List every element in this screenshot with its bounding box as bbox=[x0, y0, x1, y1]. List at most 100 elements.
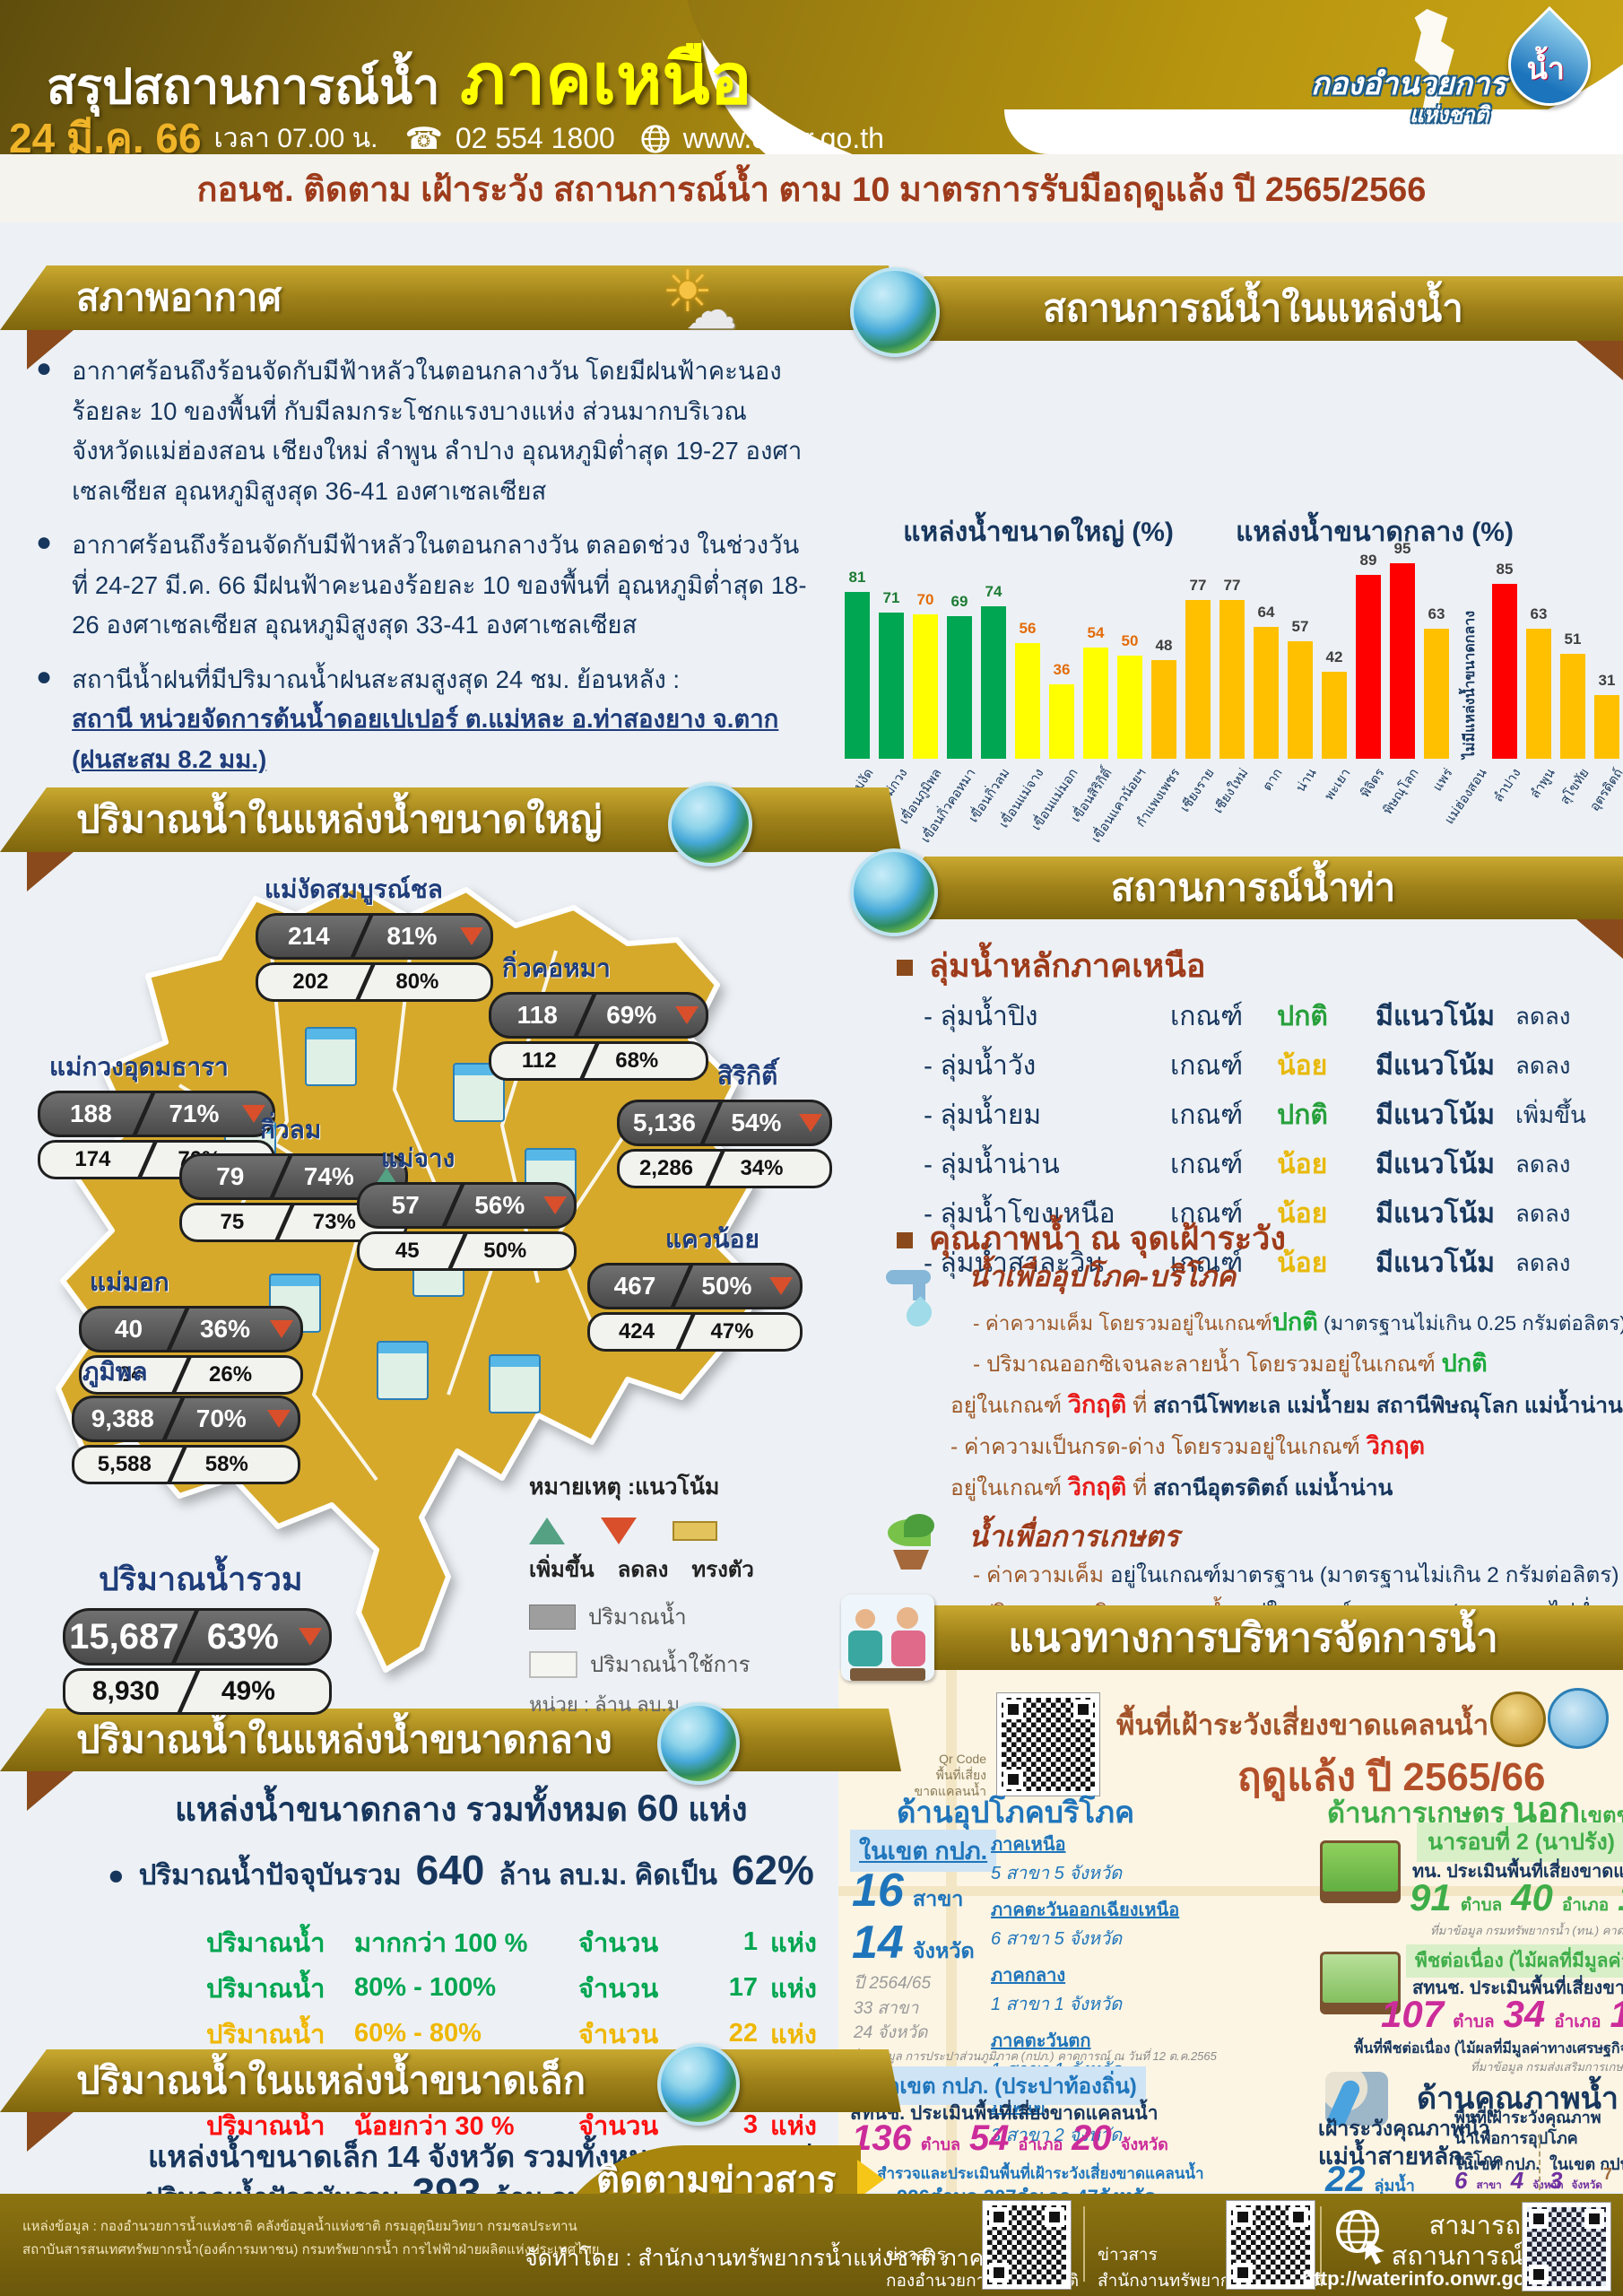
basin-trend: เพิ่มขึ้น bbox=[1515, 1101, 1586, 1128]
medium-current: ● ปริมาณน้ำปัจจุบันรวม 640 ล้าน ลบ.ม. คิ… bbox=[108, 1847, 814, 1893]
dam-name: สิริกิติ์ bbox=[717, 1062, 778, 1090]
bar-rect bbox=[1288, 640, 1313, 759]
dam-volume: 40 bbox=[114, 1315, 143, 1343]
basin-trend: ลดลง bbox=[1515, 1151, 1571, 1178]
bar-value-label: 63 bbox=[1530, 605, 1548, 623]
level-unit: แห่ง bbox=[770, 1974, 817, 2004]
ph-line: - ค่าความเป็นกรด-ด่าง โดยรวมอยู่ในเกณฑ์ … bbox=[950, 1432, 1426, 1459]
bar-rect bbox=[879, 612, 904, 759]
basin-row-ลุ่มน้ำวัง: - ลุ่มน้ำวัง เกณฑ์ น้อย มีแนวโน้ม ลดลง bbox=[924, 1041, 1614, 1091]
dam-volume-pill: 57 56% bbox=[357, 1182, 577, 1229]
dam-name: แม่งัดสมบูรณ์ชล bbox=[265, 875, 443, 903]
large-band-globe-icon bbox=[668, 782, 752, 866]
dam-volume: 118 bbox=[516, 1001, 558, 1029]
waterinfo-url[interactable]: http://waterinfo.onwr.go.th bbox=[1302, 2267, 1550, 2290]
level-count-label: จำนวน bbox=[578, 1974, 659, 2004]
level-count: 3 bbox=[742, 2110, 758, 2139]
management-panel bbox=[838, 1670, 1623, 2192]
dam-name: กิ่วคอหมา bbox=[502, 954, 611, 982]
bar-value-label: 69 bbox=[950, 593, 968, 611]
basin-status: ปกติ bbox=[1277, 1100, 1328, 1130]
dam-callout-กิ่วคอหมา: กิ่วคอหมา 118 69% 112 68% bbox=[489, 949, 708, 1081]
stat-unit: ลุ่มน้ำ bbox=[1374, 2177, 1415, 2195]
onwr-office-news-qr-code[interactable] bbox=[1226, 2200, 1315, 2290]
critical-line-2: อยู่ในเกณฑ์ วิกฤติ ที่ สถานีอุตรดิตถ์ แม… bbox=[950, 1474, 1393, 1500]
basin-name: - ลุ่มน้ำวัง bbox=[924, 1051, 1037, 1081]
dam-name: แม่มอก bbox=[90, 1268, 169, 1296]
dam-trend-down-icon bbox=[675, 1006, 699, 1024]
onwr-news-qr-code[interactable] bbox=[982, 2200, 1072, 2290]
phone-number[interactable]: 02 554 1800 bbox=[455, 122, 615, 154]
dam-name: แม่กวงอุดมธารา bbox=[49, 1053, 229, 1081]
bar-rect bbox=[1219, 599, 1245, 759]
dam-name: ปริมาณน้ำรวม bbox=[99, 1561, 303, 1597]
stat-number: 107 bbox=[1381, 1993, 1445, 2035]
quality-divider bbox=[1539, 2135, 1541, 2190]
bar-rect bbox=[845, 591, 870, 759]
region-name: ภาคกลาง bbox=[991, 1966, 1066, 1986]
basin-trend-label: มีแนวโน้ม bbox=[1376, 1248, 1496, 1278]
people-meeting-icon bbox=[841, 1595, 934, 1681]
bar-ลำพูน: 63 bbox=[1522, 605, 1556, 759]
stat-unit: อำเภอ bbox=[1561, 1896, 1610, 1915]
stat-number: 14 bbox=[1618, 1876, 1623, 1919]
quality-main-1: เฝ้าระวังคุณภาพน้ำ bbox=[1318, 2117, 1490, 2140]
globe-icon bbox=[641, 124, 670, 153]
dam-percent: 70% bbox=[195, 1405, 247, 1432]
gov-logo-gold bbox=[1490, 1692, 1546, 1747]
level-unit: แห่ง bbox=[770, 2111, 817, 2141]
waterinfo-qr-code[interactable] bbox=[1522, 2202, 1611, 2292]
dam-usable-percent: 34% bbox=[740, 1156, 784, 1180]
dam-callout-สิริกิติ์: สิริกิติ์ 5,136 54% 2,286 34% bbox=[617, 1057, 832, 1188]
basin-trend-label: มีแนวโน้ม bbox=[1376, 1051, 1496, 1081]
bar-อุตรดิตถ์: 31 bbox=[1590, 672, 1623, 759]
onwr-stats: 136 ตำบล 54 อำเภอ 20 จังหวัด bbox=[852, 2118, 1168, 2159]
dam-name: กิ่วลม bbox=[260, 1116, 322, 1144]
onwr-logo: กองอำนวยการ แห่งชาติ น้ำ bbox=[1311, 5, 1609, 151]
trend-steady-icon bbox=[673, 1521, 717, 1541]
stat-number: 91 bbox=[1410, 1876, 1452, 1918]
bar-value-label: 56 bbox=[1019, 620, 1037, 638]
basin-criteria-label: เกณฑ์ bbox=[1170, 1150, 1244, 1179]
basin-trend-label: มีแนวโน้ม bbox=[1376, 1150, 1496, 1179]
bar-rect bbox=[1560, 653, 1585, 759]
stat-unit: จังหวัด bbox=[1571, 2179, 1602, 2191]
dam-usable-pill: 112 68% bbox=[489, 1041, 708, 1081]
no-medium-reservoir-note: ไม่มีแหล่งน้ำขนาดกลาง bbox=[1462, 610, 1478, 759]
rain-station-link[interactable]: สถานี หน่วยจัดการต้นน้ำดอยเปเปอร์ ต.แม่ห… bbox=[72, 705, 779, 773]
section-large-reservoir-title: ปริมาณน้ำในแหล่งน้ำขนาดใหญ่ bbox=[76, 798, 603, 840]
onwr-assess-line: สทนช. ประเมินพื้นที่เสี่ยงขาดแคลนน้ำ bbox=[850, 2103, 1159, 2124]
basin-status: น้อย bbox=[1277, 1248, 1328, 1278]
website-link[interactable]: www.onwr.go.th bbox=[682, 122, 884, 154]
level-label: ปริมาณน้ำ bbox=[206, 1974, 325, 2004]
dam-usable-pill: 424 47% bbox=[587, 1312, 803, 1352]
dam-volume-pill: 40 36% bbox=[79, 1306, 303, 1352]
weather-bullet-3: ● สถานีน้ำฝนที่มีปริมาณน้ำฝนสะสมสูงสุด 2… bbox=[36, 661, 779, 773]
basin-row-ลุ่มน้ำยม: - ลุ่มน้ำยม เกณฑ์ ปกติ มีแนวโน้ม เพิ่มขึ้น bbox=[924, 1091, 1614, 1140]
dam-trend-down-icon bbox=[460, 927, 483, 945]
report-time: เวลา 07.00 น. bbox=[213, 124, 378, 153]
dam-usable: 202 bbox=[292, 970, 329, 994]
consumption-water-title: น้ำเพื่ออุปโภค-บริโภค bbox=[968, 1260, 1237, 1292]
bar-พิษณุโลก: 95 bbox=[1385, 540, 1419, 759]
follow-news-button[interactable]: ติดตามข่าวสาร bbox=[596, 2151, 885, 2208]
level-count: 17 bbox=[728, 1973, 758, 2002]
page-title: สรุปสถานการณ์น้ำ bbox=[47, 60, 440, 114]
pwa-provinces: 14 จังหวัด bbox=[852, 1916, 975, 1970]
bar-rect bbox=[1049, 684, 1074, 759]
dam-volume: 5,136 bbox=[632, 1109, 696, 1136]
dam-icon bbox=[489, 1354, 541, 1413]
rice-label: นารอบที่ 2 (นาปรัง) bbox=[1417, 1822, 1623, 1862]
bar-value-label: 54 bbox=[1087, 623, 1105, 641]
bar-rect bbox=[1526, 629, 1551, 759]
stat-unit: จังหวัด bbox=[1120, 2135, 1168, 2153]
stat-number: 20 bbox=[1072, 2118, 1112, 2158]
critical-line-1: อยู่ในเกณฑ์ วิกฤติ ที่ สถานีโพทะเล แม่น้… bbox=[950, 1391, 1623, 1418]
region-detail: 1 สาขา 1 จังหวัด bbox=[991, 1995, 1123, 2014]
footer-sources: แหล่งข้อมูล : กองอำนวยการน้ำแห่งชาติ คลั… bbox=[22, 2219, 600, 2257]
drought-area-qr-code[interactable] bbox=[996, 1692, 1100, 1796]
follow-news-label: ติดตามข่าวสาร bbox=[596, 2161, 837, 2200]
dam-usable-pill: 45 50% bbox=[357, 1231, 577, 1271]
